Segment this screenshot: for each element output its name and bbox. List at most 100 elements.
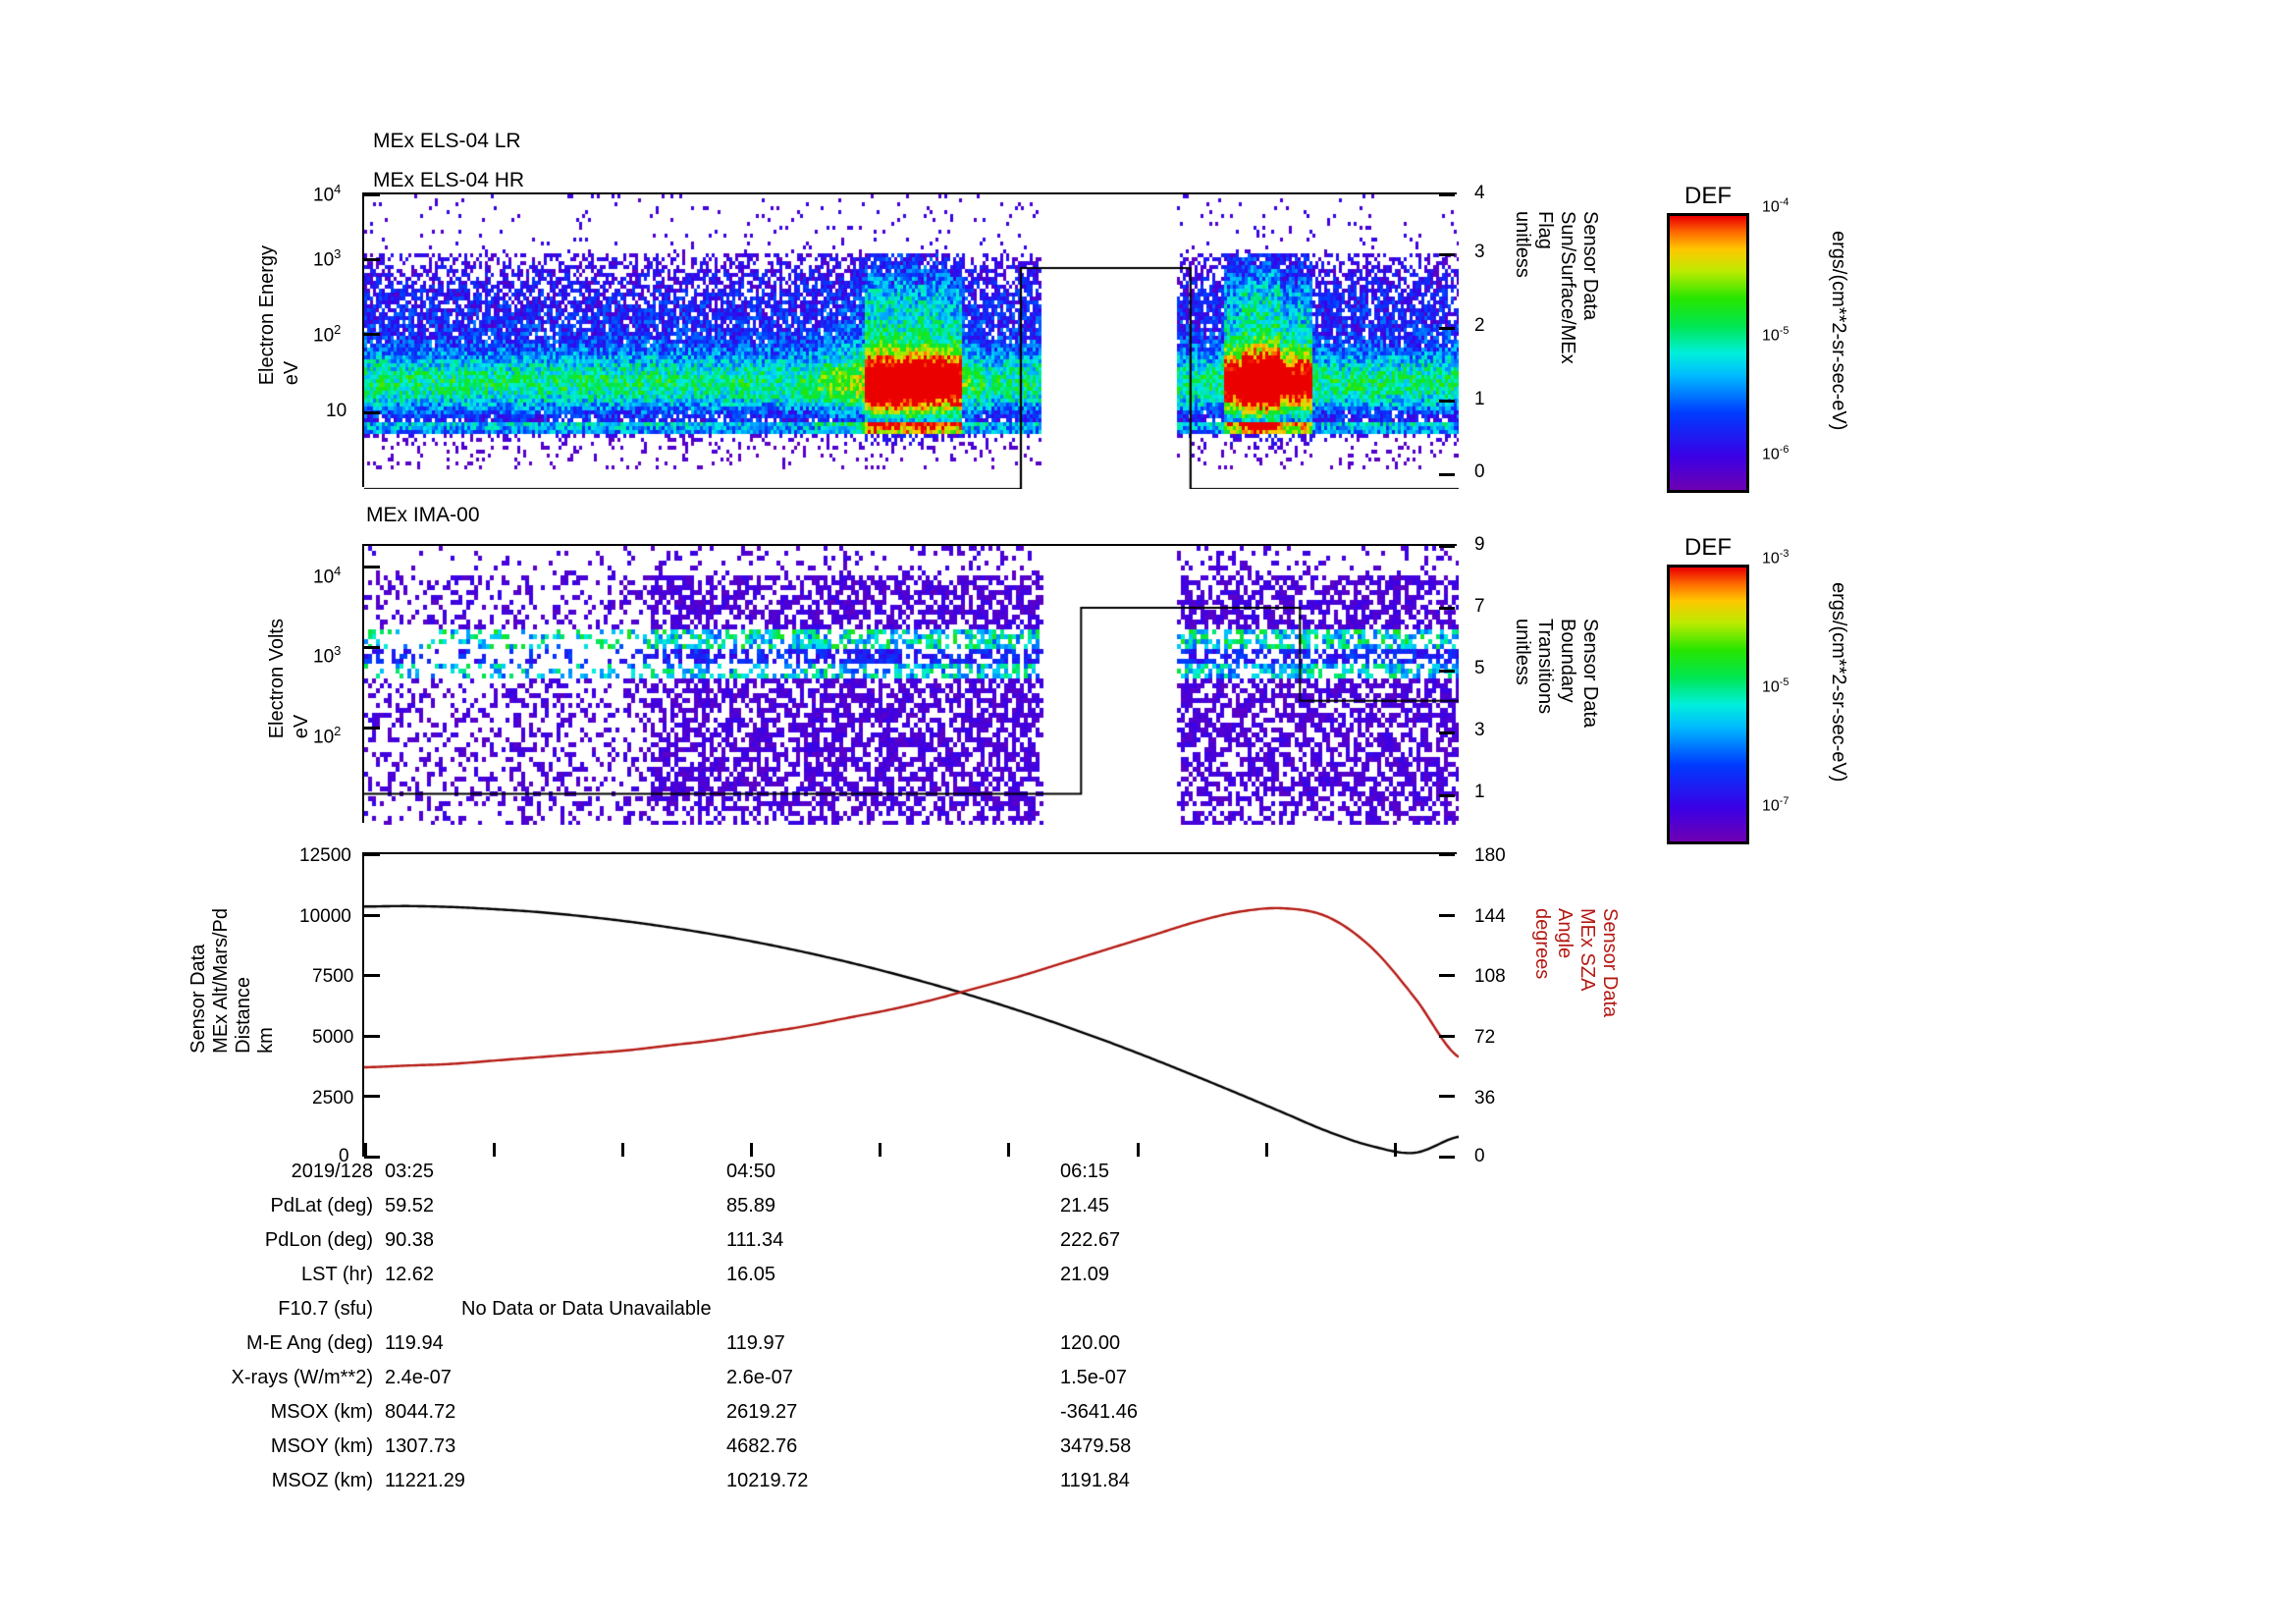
table-cell-2: 10219.72 [726, 1470, 809, 1491]
panel3-right-axis-line1: Sensor Data [1599, 908, 1621, 1018]
table-row-label: 2019/128 [291, 1161, 373, 1182]
panel1-plot-frame[interactable] [362, 192, 1459, 489]
axis-tick [364, 913, 380, 917]
x-axis-tick [621, 1143, 625, 1157]
table-cell-1: 8044.72 [385, 1401, 456, 1423]
table-cell-2: 119.97 [726, 1332, 785, 1354]
table-row-label: MSOZ (km) [271, 1470, 373, 1491]
panel1-right-tick-0: 0 [1474, 461, 1485, 482]
table-cell-3: 3479.58 [1060, 1435, 1132, 1457]
axis-tick [1439, 545, 1455, 548]
panel3-left-axis-line3: Distance [233, 977, 254, 1054]
panel3-right-axis-title: degrees Angle MEx SZA Sensor Data [1531, 908, 1621, 1018]
panel2-right-axis-line1: Sensor Data [1579, 619, 1601, 729]
panel1-right-axis-line1: Sensor Data [1579, 211, 1601, 321]
axis-tick [1439, 853, 1455, 856]
colorbar-2-gradient [1667, 565, 1749, 844]
table-row: F10.7 (sfu) No Data or Data Unavailable [177, 1298, 1472, 1332]
table-cell-3: 06:15 [1060, 1161, 1110, 1182]
panel2-right-tick-9: 9 [1474, 534, 1485, 555]
panel2-spectrogram[interactable] [364, 546, 1459, 825]
panel2-ytick-1000: 103 [313, 643, 342, 668]
x-axis-tick [1136, 1143, 1140, 1157]
table-cell-1: 59.52 [385, 1195, 435, 1217]
panel3-left-axis-line4: km [255, 1027, 277, 1054]
panel2-left-axis-label: Electron Volts [266, 619, 288, 739]
axis-tick [1439, 253, 1455, 257]
table-cell-3: -3641.46 [1060, 1401, 1138, 1423]
table-cell-1: 90.38 [385, 1229, 435, 1251]
panel2-right-tick-7: 7 [1474, 596, 1485, 617]
panel2-right-axis-line2: Boundary [1557, 619, 1578, 703]
table-row: X-rays (W/m**2) 2.4e-07 2.6e-07 1.5e-07 [177, 1367, 1472, 1401]
axis-tick [1439, 793, 1455, 797]
colorbar-1: DEF [1667, 183, 1749, 493]
panel1-left-axis-units: eV [281, 360, 302, 386]
x-axis-tick [493, 1143, 497, 1157]
panel3-right-axis-line3: Angle [1554, 908, 1575, 959]
axis-tick [364, 974, 380, 978]
table-cell-3: 1191.84 [1060, 1470, 1130, 1491]
panel3-right-axis-line2: MEx SZA [1576, 908, 1598, 992]
x-axis-tick [1393, 1143, 1397, 1157]
panel3-ytick-0: 0 [339, 1146, 349, 1166]
x-axis-tick [750, 1143, 754, 1157]
table-cell-2: 85.89 [726, 1195, 776, 1217]
axis-tick [364, 1095, 380, 1099]
panel3-lines[interactable] [364, 854, 1459, 1159]
table-cell-1: 1307.73 [385, 1435, 456, 1457]
panel1-right-tick-4: 4 [1474, 183, 1485, 203]
table-cell-3: 222.67 [1060, 1229, 1121, 1251]
table-row-label: MSOY (km) [270, 1435, 373, 1457]
panel2-right-axis-line3: Transitions [1534, 619, 1556, 715]
panel3-right-tick-36: 36 [1474, 1088, 1496, 1109]
table-cell-3: 120.00 [1060, 1332, 1121, 1354]
table-row-label: M-E Ang (deg) [246, 1332, 373, 1354]
table-cell-2: 111.34 [726, 1229, 784, 1251]
table-cell-1: 11221.29 [385, 1470, 465, 1491]
table-cell-1: No Data or Data Unavailable [461, 1298, 712, 1320]
x-axis-tick [879, 1143, 882, 1157]
axis-tick [1439, 974, 1455, 978]
colorbar-1-bottom-label: 10-6 [1762, 444, 1789, 463]
panel2-ytick-10000: 104 [313, 564, 342, 588]
panel1-spectrogram[interactable] [364, 194, 1459, 489]
axis-tick [364, 333, 380, 337]
table-cell-2: 2619.27 [726, 1401, 798, 1423]
panel2-right-tick-3: 3 [1474, 720, 1485, 740]
table-cell-3: 21.45 [1060, 1195, 1110, 1217]
panel3-ytick-5000: 5000 [312, 1027, 354, 1048]
axis-tick [1439, 1156, 1455, 1159]
panel2-ytick-100: 102 [313, 724, 342, 748]
axis-tick [364, 645, 380, 649]
panel3-ytick-7500: 7500 [312, 966, 354, 987]
panel1-right-axis-line2: Sun/Surface/MEx [1557, 211, 1578, 364]
panel1-right-axis-line3: Flag [1534, 211, 1556, 249]
panel1-left-axis-label: Electron Energy [256, 245, 278, 386]
panel1-ytick-10000: 104 [313, 182, 342, 206]
panel1-right-tick-3: 3 [1474, 242, 1485, 262]
table-row: MSOY (km) 1307.73 4682.76 3479.58 [177, 1435, 1472, 1470]
panel3-left-axis-title: Sensor Data MEx Alt/Mars/Pd Distance km [187, 908, 277, 1054]
axis-tick [364, 1156, 380, 1159]
axis-tick [1439, 913, 1455, 917]
axis-tick [1439, 472, 1455, 476]
panel2-plot-frame[interactable] [362, 544, 1459, 825]
axis-tick [364, 726, 380, 730]
panel2-right-axis-title: unitless Transitions Boundary Sensor Dat… [1512, 619, 1601, 729]
panel3-ytick-10000: 10000 [299, 906, 351, 927]
panel3-right-tick-0: 0 [1474, 1146, 1485, 1166]
panel1-left-axis-title: Electron Energy eV [256, 245, 302, 386]
panel3-right-axis-line4: degrees [1531, 908, 1553, 980]
colorbar-1-units: ergs/(cm**2-sr-sec-eV) [1828, 231, 1849, 431]
panel1-ytick-1000: 103 [313, 246, 342, 271]
panel1-right-tick-1: 1 [1474, 389, 1485, 409]
panel3-left-axis-line1: Sensor Data [187, 944, 209, 1054]
table-cell-2: 4682.76 [726, 1435, 798, 1457]
panel2-right-tick-5: 5 [1474, 658, 1485, 678]
table-row-label: MSOX (km) [270, 1401, 373, 1423]
panel3-plot-frame[interactable] [362, 852, 1459, 1159]
table-cell-1: 12.62 [385, 1264, 435, 1285]
table-row-label: LST (hr) [301, 1264, 373, 1285]
table-cell-2: 2.6e-07 [726, 1367, 793, 1388]
